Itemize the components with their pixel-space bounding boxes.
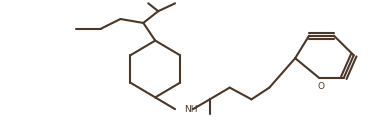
Text: O: O	[317, 82, 324, 91]
Text: NH: NH	[184, 105, 198, 114]
